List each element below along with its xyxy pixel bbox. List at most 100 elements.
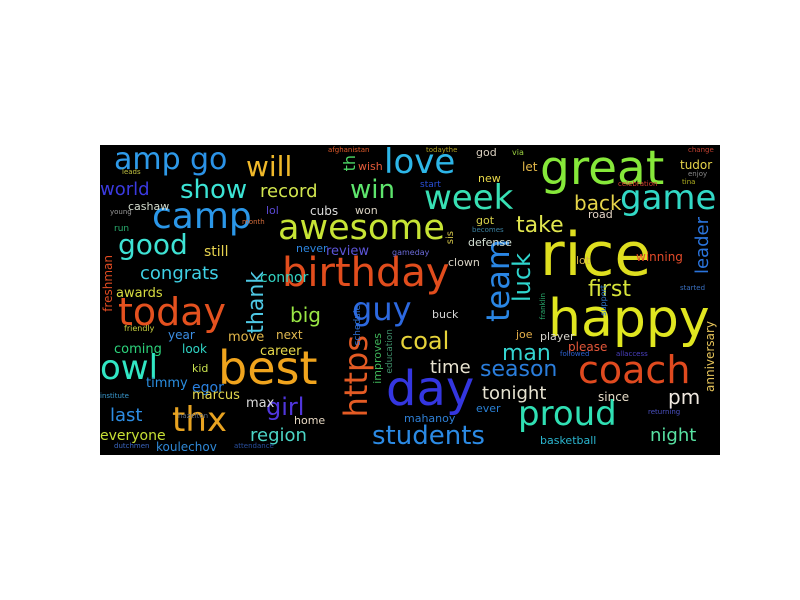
- word-run: run: [114, 224, 130, 234]
- word-support: support: [599, 285, 608, 316]
- word-career: career: [260, 344, 302, 359]
- word-show: show: [180, 175, 248, 205]
- word-cubs: cubs: [310, 204, 339, 218]
- word-followed: followed: [560, 350, 590, 358]
- word-kid: kid: [192, 362, 209, 375]
- word-th: th: [340, 155, 359, 172]
- word-please: please: [568, 340, 608, 354]
- word-sis: sis: [445, 231, 456, 245]
- word-month: month: [242, 218, 265, 226]
- word-guy: guy: [352, 290, 412, 328]
- word-everyone: everyone: [100, 428, 166, 444]
- word-camp: camp: [152, 196, 252, 237]
- word-day: day: [386, 361, 475, 417]
- word-joe: joe: [516, 328, 533, 341]
- word-marcus: marcus: [192, 388, 240, 403]
- word-first: first: [588, 277, 631, 302]
- word-change: change: [688, 146, 714, 154]
- word-koulechov: koulechov: [156, 440, 217, 454]
- word-max: max: [246, 396, 275, 411]
- word-cloud: rice happy great best day birthday today…: [100, 145, 720, 455]
- word-hazelton: hazelton: [178, 412, 209, 420]
- word-lol: lol: [266, 204, 279, 217]
- word-anniversary: anniversary: [703, 321, 717, 392]
- word-https: https: [337, 335, 375, 418]
- word-last: last: [110, 405, 143, 426]
- word-will: will: [246, 150, 293, 183]
- word-franklin: franklin: [539, 293, 547, 320]
- word-schedule: schedule: [353, 305, 363, 346]
- word-egor: egor: [192, 380, 224, 396]
- word-timmy: timmy: [146, 376, 188, 391]
- word-back: back: [574, 191, 622, 215]
- word-freshman: freshman: [101, 255, 115, 312]
- word-tina: tina: [682, 178, 696, 186]
- word-returning: returning: [648, 408, 681, 416]
- word-since: since: [598, 390, 630, 404]
- word-man: man: [502, 341, 551, 366]
- word-week: week: [424, 178, 514, 218]
- word-best: best: [218, 341, 318, 395]
- word-thx: thx: [172, 400, 228, 440]
- word-next: next: [276, 328, 303, 342]
- word-defense: defense: [468, 236, 512, 249]
- word-look: look: [182, 342, 207, 356]
- word-tonight: tonight: [482, 383, 547, 404]
- word-dutchmen: dutchmen: [114, 442, 150, 450]
- word-connor: connor: [260, 270, 309, 286]
- word-winning: winning: [636, 250, 683, 264]
- word-still: still: [204, 244, 229, 260]
- word-good: good: [118, 228, 188, 261]
- word-coal: coal: [400, 327, 450, 355]
- word-owl: owl: [100, 348, 159, 388]
- word-wish: wish: [358, 160, 383, 173]
- word-pm: pm: [668, 385, 701, 409]
- word-happy: happy: [548, 289, 710, 349]
- word-review: review: [326, 244, 369, 259]
- word-today: today: [118, 290, 227, 334]
- word-amp: amp: [114, 145, 181, 177]
- word-started: started: [680, 284, 706, 292]
- word-coming: coming: [114, 342, 162, 357]
- word-buck: buck: [432, 308, 459, 321]
- word-player: player: [540, 330, 575, 343]
- word-becomes: becomes: [472, 226, 504, 234]
- word-road: road: [588, 208, 613, 221]
- word-time: time: [430, 357, 471, 378]
- word-enjoy: enjoy: [688, 170, 708, 178]
- word-young: young: [110, 208, 132, 216]
- word-congrats: congrats: [140, 263, 219, 284]
- word-god: god: [476, 146, 497, 159]
- word-tudor: tudor: [680, 158, 713, 172]
- word-awards: awards: [116, 286, 163, 301]
- word-cashaw: cashaw: [128, 200, 170, 213]
- word-basketball: basketball: [540, 434, 597, 447]
- word-year: year: [168, 328, 195, 342]
- word-celebration: celebration: [618, 180, 658, 188]
- word-big: big: [290, 303, 321, 327]
- word-never: never: [296, 242, 328, 255]
- word-leads: leads: [122, 168, 141, 176]
- word-education: education: [385, 329, 395, 374]
- word-afghanistan: afghanistan: [328, 146, 370, 154]
- word-got: got: [476, 214, 495, 227]
- word-attendance: attendance: [234, 442, 274, 450]
- word-awesome: awesome: [278, 208, 445, 248]
- word-record: record: [260, 181, 318, 202]
- word-win: win: [350, 175, 395, 205]
- word-coach: coach: [578, 348, 691, 392]
- word-improves: improves: [371, 333, 384, 384]
- word-todaythe: todaythe: [426, 146, 458, 154]
- word-let: let: [522, 160, 538, 174]
- word-proud: proud: [518, 394, 617, 434]
- word-great: great: [540, 145, 665, 196]
- word-region: region: [250, 425, 307, 446]
- word-girl: girl: [266, 393, 305, 421]
- word-clown: clown: [448, 256, 480, 269]
- word-rice: rice: [540, 220, 652, 290]
- word-institute: institute: [100, 392, 129, 400]
- word-lot: lot: [576, 254, 591, 267]
- word-go: go: [190, 145, 228, 177]
- word-home: home: [294, 414, 326, 427]
- word-night: night: [650, 425, 697, 446]
